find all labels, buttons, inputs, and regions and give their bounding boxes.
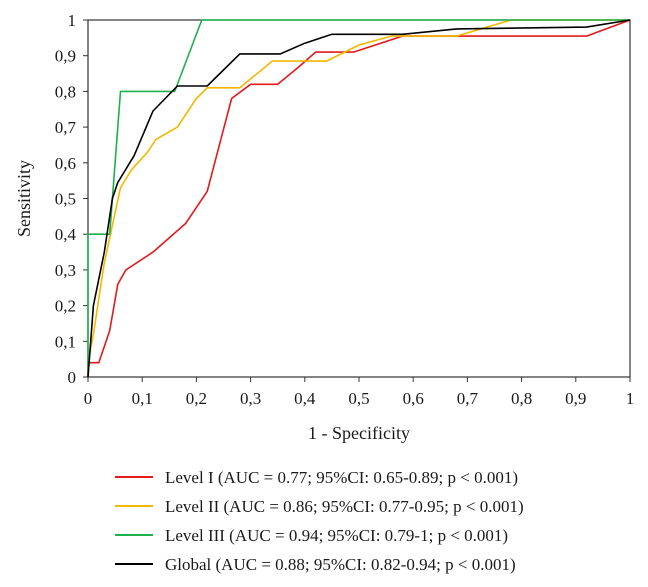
- y-tick-label: 0,7: [55, 118, 77, 137]
- y-tick-label: 1: [68, 11, 77, 30]
- x-tick-label: 0,7: [457, 389, 479, 408]
- y-tick-label: 0,4: [55, 225, 77, 244]
- y-tick-label: 0,1: [55, 332, 76, 351]
- x-tick-label: 0,4: [294, 389, 316, 408]
- plot-area: [87, 19, 631, 378]
- y-tick-label: 0,6: [55, 154, 76, 173]
- legend-label: Global (AUC = 0.88; 95%CI: 0.82-0.94; p …: [165, 555, 516, 574]
- x-axis-label: 1 - Specificity: [308, 423, 410, 443]
- legend-label: Level I (AUC = 0.77; 95%CI: 0.65-0.89; p…: [165, 468, 518, 487]
- series-line-1: [87, 19, 631, 377]
- y-tick-label: 0,3: [55, 261, 76, 280]
- y-tick-label: 0,2: [55, 297, 76, 316]
- series-line-3: [87, 19, 630, 377]
- plot-frame: [87, 19, 631, 378]
- x-tick-label: 0,8: [511, 389, 532, 408]
- x-tick-label: 0,9: [565, 389, 586, 408]
- series-line-2: [87, 19, 630, 377]
- y-tick-label: 0,8: [55, 82, 76, 101]
- tick-labels: 0 0,1 0,2 0,3 0,4 0,5 0,6 0,7 0,8 0,9 1 0 0,1 0,2 0,3 0…: [55, 11, 635, 408]
- x-tick-label: 0,1: [132, 389, 153, 408]
- x-tick-label: 0,3: [240, 389, 261, 408]
- x-tick-label: 0: [84, 389, 93, 408]
- x-tick-label: 0,6: [403, 389, 424, 408]
- legend-label: Level II (AUC = 0.86; 95%CI: 0.77-0.95; …: [165, 497, 524, 516]
- x-tick-label: 0,2: [186, 389, 207, 408]
- x-tick-label: 0,5: [348, 389, 369, 408]
- series-line-4: [87, 19, 631, 378]
- series-lines: [87, 19, 631, 378]
- legend-label: Level III (AUC = 0.94; 95%CI: 0.79-1; p …: [165, 526, 508, 545]
- axis-ticks: [83, 19, 631, 382]
- legend: Level I (AUC = 0.77; 95%CI: 0.65-0.89; p…: [115, 468, 524, 574]
- y-tick-label: 0,5: [55, 190, 76, 209]
- y-tick-label: 0,9: [55, 47, 76, 66]
- x-tick-label: 1: [626, 389, 635, 408]
- y-tick-label: 0: [68, 368, 77, 387]
- y-axis-label: Sensitivity: [14, 160, 34, 237]
